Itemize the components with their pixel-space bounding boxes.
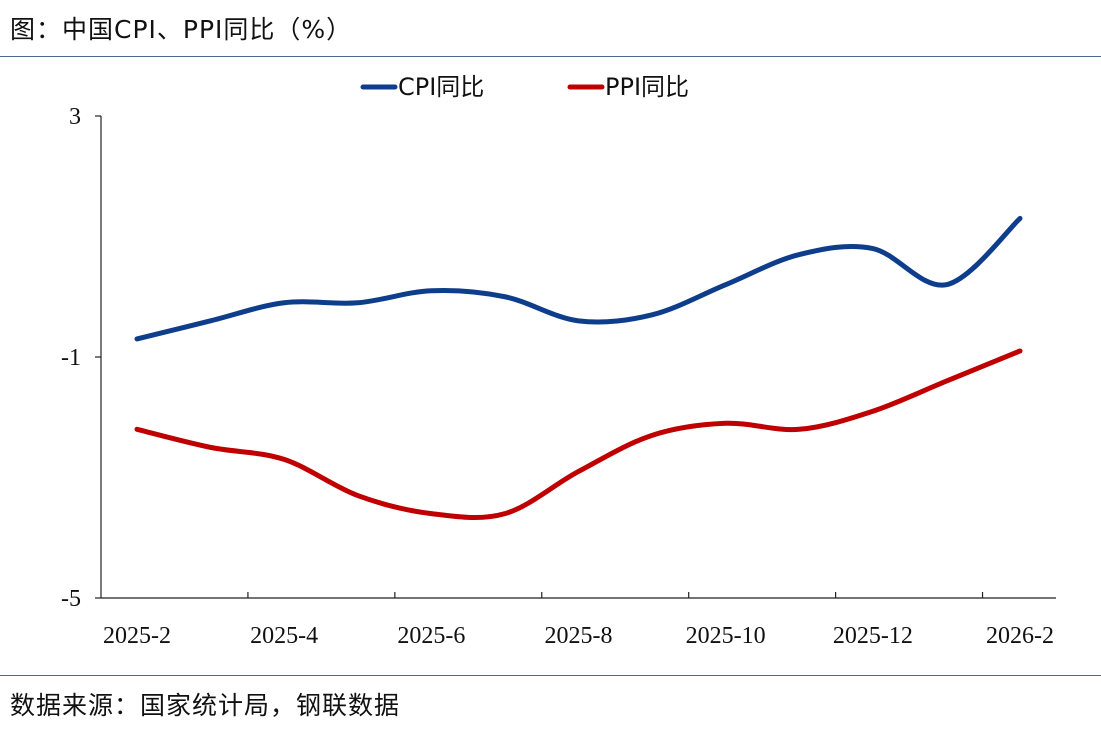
legend-label: PPI同比 xyxy=(605,73,689,101)
header-divider xyxy=(0,56,1101,57)
y-tick-label: -1 xyxy=(61,345,81,371)
line-chart: CPI同比 PPI同比 3 -1 -5 2025-2 2025-4 2025-6 2025-8… xyxy=(61,73,1056,649)
chart-title: 图：中国CPI、PPI同比（%） xyxy=(10,15,353,44)
x-tick-label: 2025-2 xyxy=(103,623,171,649)
y-tick-label: -5 xyxy=(61,586,81,612)
legend: CPI同比 PPI同比 xyxy=(360,73,689,101)
x-tick-label: 2025-4 xyxy=(250,623,318,649)
axes: 3 -1 -5 2025-2 2025-4 2025-6 2025-8 2025-10 2025… xyxy=(61,104,1056,649)
series-line-ppi xyxy=(134,348,1023,521)
x-tick-label: 2026-2 xyxy=(986,623,1054,649)
footer-divider xyxy=(0,675,1101,676)
x-tick-label: 2025-8 xyxy=(545,623,613,649)
x-tick-label: 2025-6 xyxy=(397,623,465,649)
x-tick-label: 2025-10 xyxy=(686,623,766,649)
x-tick-label: 2025-12 xyxy=(833,623,913,649)
series-line-cpi xyxy=(134,215,1023,342)
series-layer xyxy=(134,215,1023,521)
legend-label: CPI同比 xyxy=(398,73,484,101)
source-note: 数据来源：国家统计局，钢联数据 xyxy=(10,691,401,720)
y-tick-label: 3 xyxy=(69,104,81,130)
